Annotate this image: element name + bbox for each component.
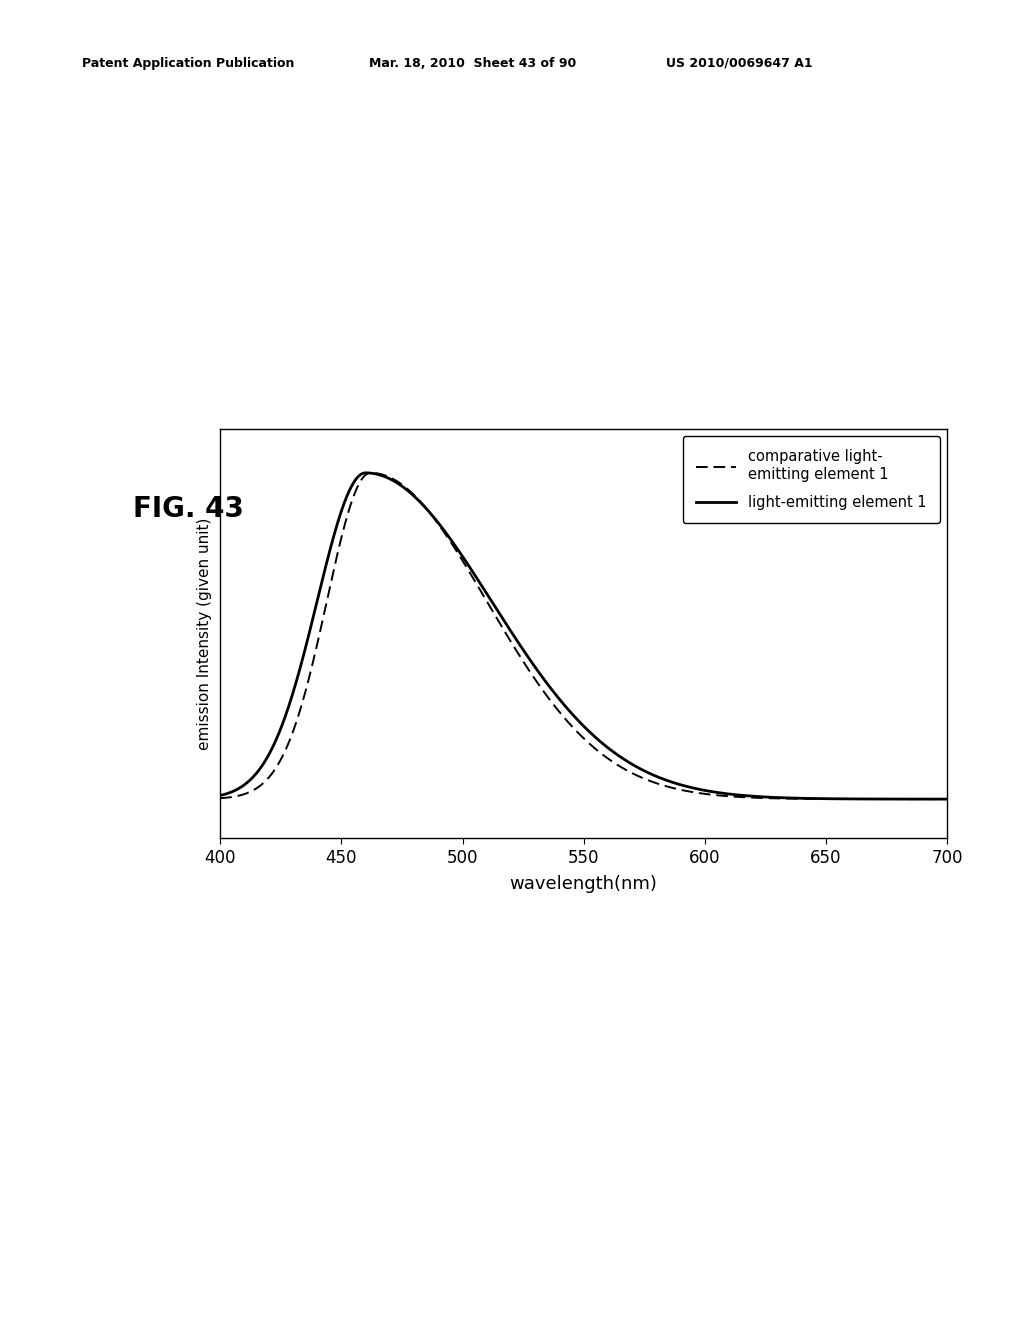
Legend: comparative light-
emitting element 1, light-emitting element 1: comparative light- emitting element 1, l…: [683, 437, 940, 523]
X-axis label: wavelength(nm): wavelength(nm): [510, 875, 657, 892]
Text: Mar. 18, 2010  Sheet 43 of 90: Mar. 18, 2010 Sheet 43 of 90: [369, 57, 575, 70]
Text: FIG. 43: FIG. 43: [133, 495, 244, 523]
Y-axis label: emission Intensity (given unit): emission Intensity (given unit): [197, 517, 212, 750]
Text: Patent Application Publication: Patent Application Publication: [82, 57, 294, 70]
Text: US 2010/0069647 A1: US 2010/0069647 A1: [666, 57, 812, 70]
